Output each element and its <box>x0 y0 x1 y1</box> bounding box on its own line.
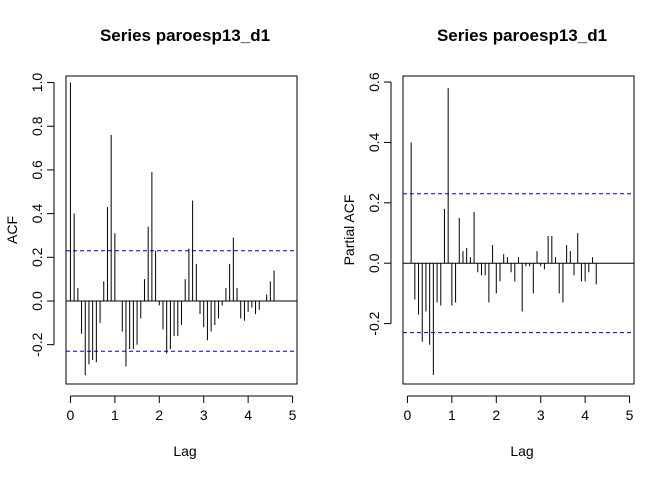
acf-panel: Series paroesp13_d1 Lag ACF 0 1 2 3 4 5 -0.2 0… <box>4 26 298 459</box>
pacf-title: Series paroesp13_d1 <box>437 26 607 45</box>
acf-x-tick-label: 3 <box>200 407 208 423</box>
acf-y-tick-label: 0.6 <box>29 160 45 180</box>
acf-x-tick-label: 5 <box>289 407 297 423</box>
acf-x-tick-label: 0 <box>67 407 75 423</box>
pacf-y-tick-label: 0.6 <box>366 72 382 92</box>
pacf-y-tick-label: 0.0 <box>366 253 382 273</box>
acf-y-tick-label: 0.4 <box>29 204 45 224</box>
acf-y-tick-label: -0.2 <box>29 332 45 356</box>
pacf-bars <box>403 88 634 375</box>
pacf-y-axis: -0.2 0.0 0.2 0.4 0.6 <box>366 72 392 336</box>
acf-title: Series paroesp13_d1 <box>100 26 270 45</box>
acf-y-tick-label: 1.0 <box>29 73 45 93</box>
acf-x-axis-label: Lag <box>173 443 196 459</box>
pacf-x-tick-label: 0 <box>404 407 412 423</box>
acf-y-tick-label: 0.0 <box>29 291 45 311</box>
pacf-confidence-bounds <box>403 193 634 334</box>
acf-confidence-bounds <box>66 250 297 352</box>
pacf-x-tick-label: 4 <box>581 407 589 423</box>
pacf-y-tick-label: -0.2 <box>366 311 382 335</box>
acf-x-tick-label: 2 <box>155 407 163 423</box>
acf-x-tick-label: 4 <box>244 407 252 423</box>
pacf-x-tick-label: 2 <box>492 407 500 423</box>
acf-y-tick-label: 0.2 <box>29 247 45 267</box>
acf-y-tick-label: 0.8 <box>29 116 45 136</box>
pacf-y-tick-label: 0.4 <box>366 132 382 152</box>
pacf-y-axis-label: Partial ACF <box>341 195 357 266</box>
pacf-x-tick-label: 1 <box>448 407 456 423</box>
pacf-x-axis: 0 1 2 3 4 5 <box>404 395 634 423</box>
pacf-panel: Series paroesp13_d1 Lag Partial ACF 0 1 2 3… <box>341 26 635 459</box>
acf-y-axis-label: ACF <box>4 216 20 244</box>
pacf-x-tick-label: 3 <box>537 407 545 423</box>
pacf-x-axis-label: Lag <box>510 443 533 459</box>
acf-x-tick-label: 1 <box>111 407 119 423</box>
acf-y-axis: -0.2 0.0 0.2 0.4 0.6 0.8 1.0 <box>29 73 55 357</box>
pacf-y-tick-label: 0.2 <box>366 193 382 213</box>
pacf-x-tick-label: 5 <box>626 407 634 423</box>
acf-x-axis: 0 1 2 3 4 5 <box>67 395 297 423</box>
acf-bars <box>66 82 297 376</box>
acf-plot-frame <box>65 75 298 385</box>
pacf-plot-frame <box>402 75 635 385</box>
